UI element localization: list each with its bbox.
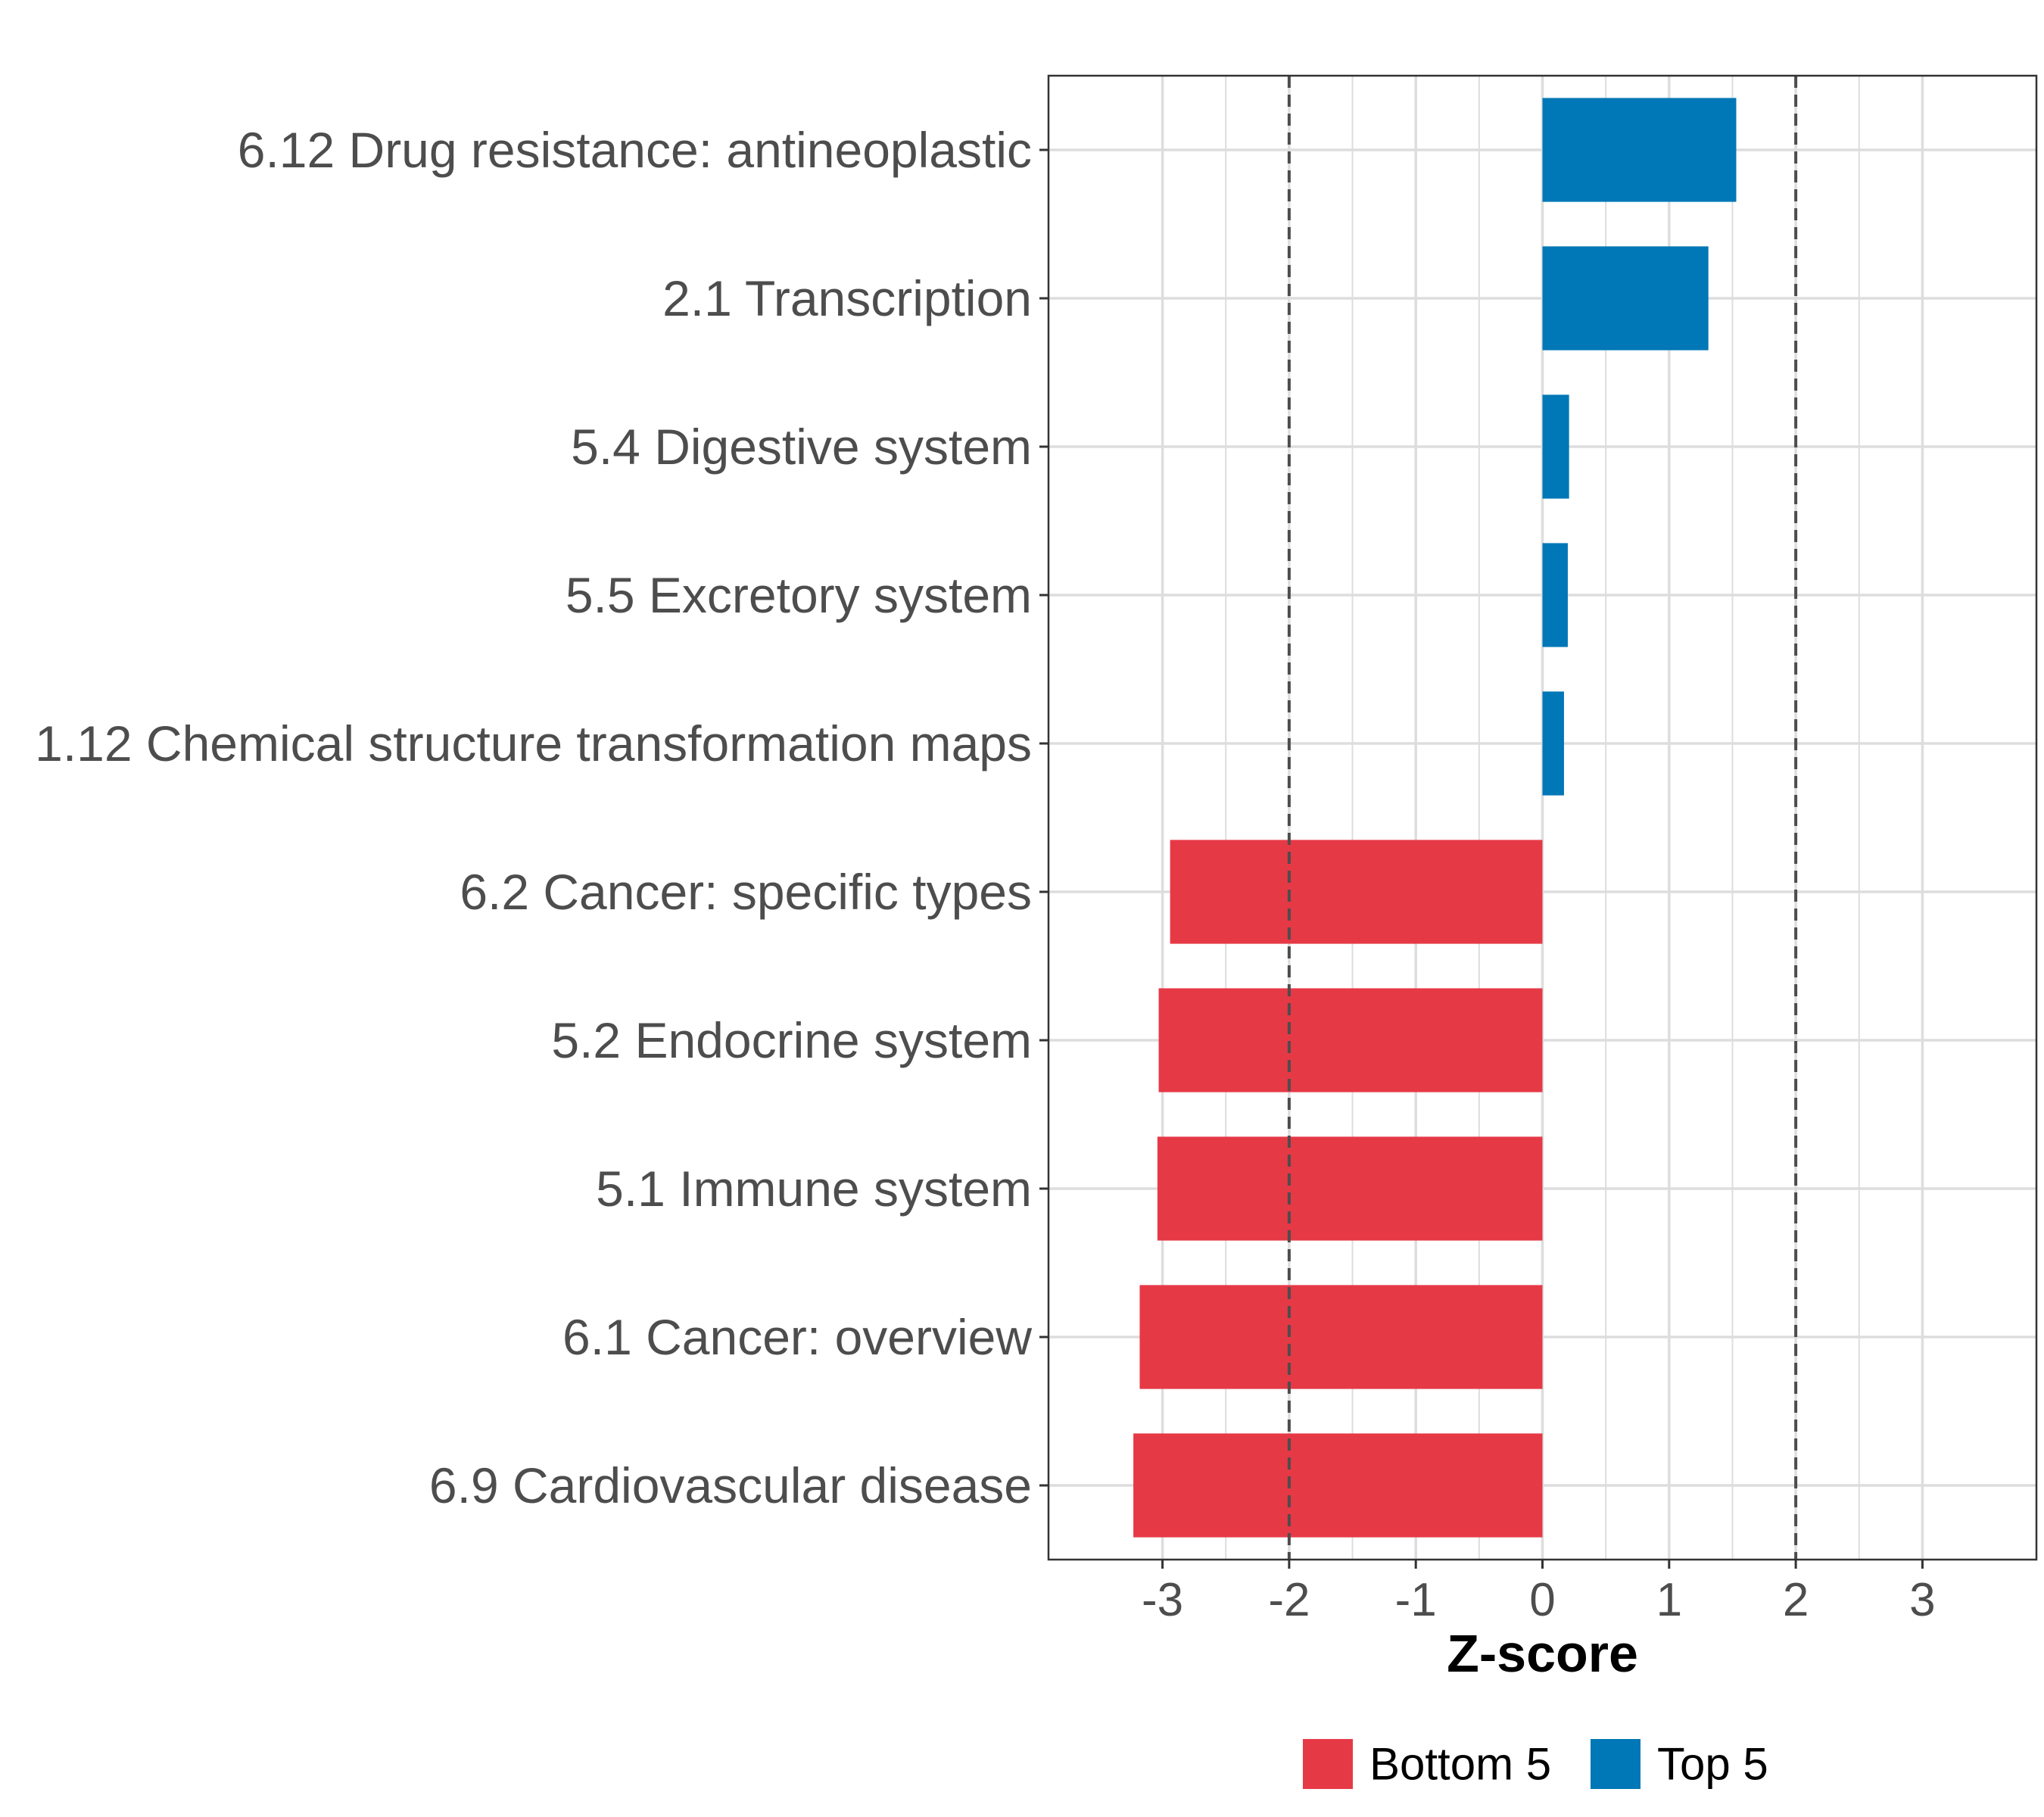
category-label: 6.1 Cancer: overview xyxy=(562,1309,1032,1365)
category-label: 6.2 Cancer: specific types xyxy=(460,864,1032,920)
bar xyxy=(1133,1433,1543,1538)
legend-swatch xyxy=(1591,1739,1640,1789)
category-label: 6.9 Cardiovascular disease xyxy=(429,1457,1032,1513)
bars xyxy=(1133,98,1737,1538)
category-label: 5.2 Endocrine system xyxy=(551,1012,1032,1068)
bar xyxy=(1158,988,1543,1092)
x-tick-label: 1 xyxy=(1656,1574,1682,1626)
bar xyxy=(1170,840,1543,944)
bar xyxy=(1542,543,1568,647)
bar xyxy=(1542,394,1569,499)
x-tick-label: -1 xyxy=(1395,1574,1437,1626)
x-tick-label: 0 xyxy=(1529,1574,1555,1626)
category-label: 2.1 Transcription xyxy=(662,270,1032,326)
legend-swatch xyxy=(1303,1739,1353,1789)
legend-label: Top 5 xyxy=(1657,1739,1768,1790)
x-tick-label: 3 xyxy=(1909,1574,1935,1626)
bar xyxy=(1139,1285,1543,1389)
category-label: 6.12 Drug resistance: antineoplastic xyxy=(238,122,1032,178)
x-tick-label: -2 xyxy=(1268,1574,1310,1626)
legend: Bottom 5 Top 5 xyxy=(1303,1739,1768,1790)
category-label: 5.1 Immune system xyxy=(596,1161,1032,1217)
category-label: 5.4 Digestive system xyxy=(571,419,1032,475)
bar xyxy=(1542,246,1709,351)
x-tick-label: -3 xyxy=(1142,1574,1183,1626)
category-label: 1.12 Chemical structure transformation m… xyxy=(35,715,1032,771)
bar xyxy=(1542,98,1737,202)
reference-lines xyxy=(1287,76,1798,1560)
x-axis-title: Z-score xyxy=(1447,1624,1638,1683)
y-axis: 6.12 Drug resistance: antineoplastic 2.1 … xyxy=(35,122,1048,1513)
bar xyxy=(1157,1136,1543,1241)
category-label: 5.5 Excretory system xyxy=(566,567,1032,623)
x-axis: -3 -2 -1 0 1 2 3 xyxy=(1142,1560,1936,1626)
x-tick-label: 2 xyxy=(1783,1574,1809,1626)
bar xyxy=(1542,691,1564,796)
legend-label: Bottom 5 xyxy=(1369,1739,1551,1790)
